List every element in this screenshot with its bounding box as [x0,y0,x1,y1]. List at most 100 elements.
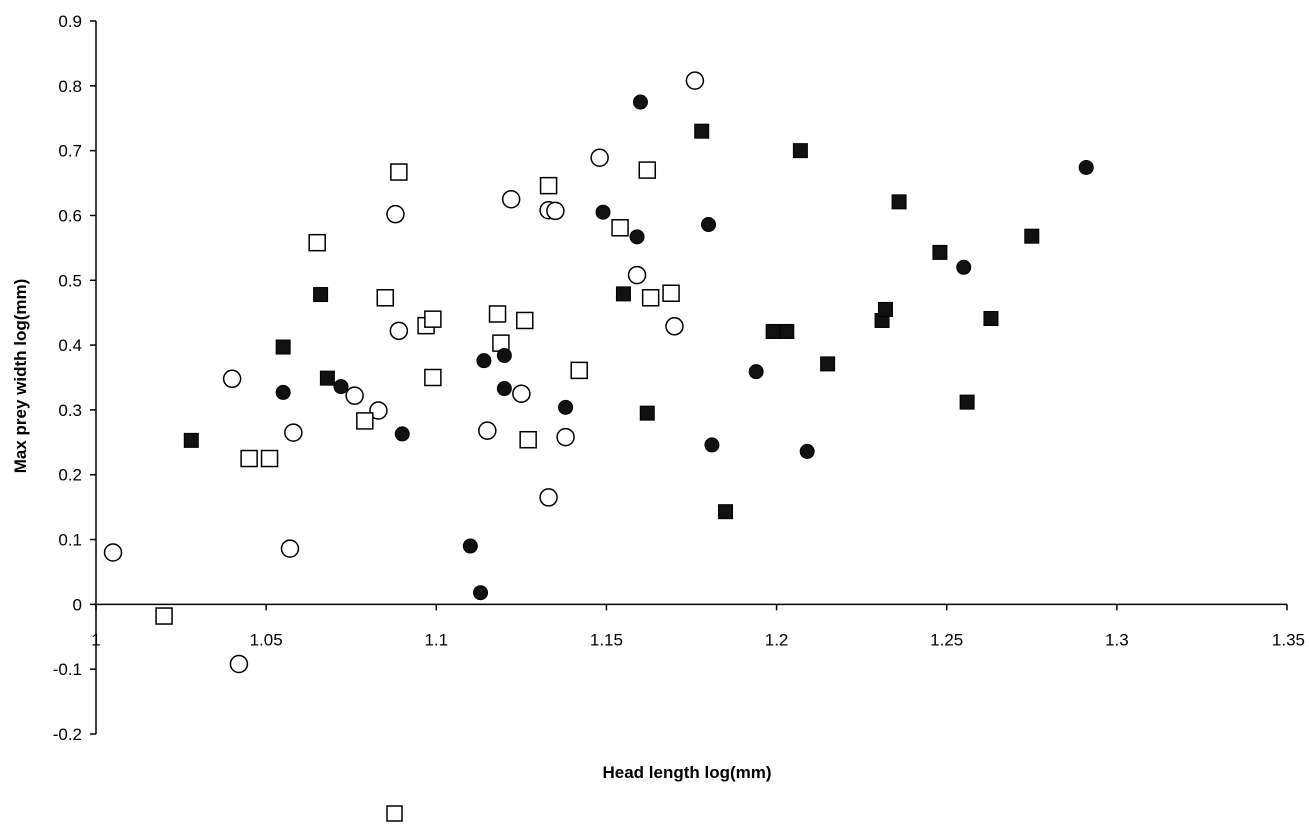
stray-open-square [386,805,403,822]
point-open-square [611,219,629,237]
point-filled-circle [333,379,349,395]
ticks: -0.2 -0.1 0 0.1 0.2 0.3 0.4 0.5 0.6 0.7 0.8 0.9 1 1.0… [53,12,1305,744]
point-open-circle [590,148,609,168]
point-open-circle [369,401,388,420]
y-tick-label: 0.2 [58,466,82,485]
point-open-circle [512,384,531,403]
point-filled-circle [595,204,611,220]
point-filled-square [983,311,999,327]
x-tick-label: 1.05 [250,630,283,649]
point-filled-circle [275,384,291,400]
point-open-circle [501,190,521,209]
y-axis-title: Max prey width log(mm) [11,279,30,474]
point-open-square [424,310,442,328]
point-filled-square [313,287,329,303]
point-filled-circle [799,443,815,459]
point-filled-circle [473,585,489,601]
point-open-circle [627,265,647,285]
point-open-square [424,368,442,387]
point-open-square [155,607,173,625]
point-filled-square [959,394,975,410]
point-filled-circle [394,426,410,442]
point-open-circle [478,421,497,440]
x-tick-label: 1.1 [424,630,448,649]
point-filled-circle [701,217,717,233]
point-filled-square [1024,228,1040,244]
point-filled-square [639,405,655,421]
point-open-square [356,412,374,430]
point-filled-circle [956,259,972,275]
y-tick-label: 0.8 [58,77,82,96]
series-filled-circle [275,94,1094,601]
point-filled-square [891,194,907,210]
point-filled-square [615,286,631,302]
x-tick-label: 1 [91,630,100,649]
series-open-circle [103,71,705,674]
point-filled-square [765,323,781,339]
point-filled-circle [462,538,478,554]
y-tick-label: -0.2 [53,725,82,744]
y-tick-label: 0.6 [58,206,82,225]
point-open-circle [386,204,405,224]
stray-open-square-marker [386,805,403,822]
x-tick-label: 1.25 [930,630,963,649]
point-open-circle [685,71,705,90]
y-tick-label: 0.4 [58,336,82,355]
point-filled-circle [496,381,512,397]
point-open-circle [389,321,409,341]
x-tick-label: 1.2 [765,630,789,649]
point-filled-square [319,370,335,386]
y-tick-label: 0.7 [58,142,82,161]
point-filled-square [694,123,710,139]
point-open-square [240,449,258,468]
series-filled-square [183,123,1040,520]
y-tick-label: 0.5 [58,271,82,290]
point-filled-square [792,143,808,159]
point-filled-circle [629,229,645,245]
point-open-square [519,430,537,449]
point-filled-circle [1078,159,1094,175]
point-open-circle [222,369,242,389]
data-points [103,71,1094,674]
point-open-circle [280,539,300,558]
point-open-square [662,284,680,302]
axes [95,21,1287,734]
point-open-square [376,289,394,307]
point-open-circle [284,423,303,442]
point-open-square [516,311,534,330]
point-filled-circle [558,399,574,415]
x-tick-label: 1.35 [1272,630,1305,649]
point-open-square [390,163,408,181]
point-filled-circle [496,347,512,363]
y-tick-label: 0 [73,595,82,614]
point-open-square [638,161,657,179]
point-filled-circle [476,353,492,369]
point-open-circle [345,386,364,405]
point-filled-square [718,504,734,520]
point-open-circle [546,201,565,221]
point-open-circle [665,317,684,336]
y-tick-label: 0.1 [58,531,82,550]
point-open-square [570,361,588,380]
point-filled-square [820,356,836,372]
point-open-circle [103,543,123,562]
x-axis-title: Head length log(mm) [602,763,771,782]
point-open-square [641,289,660,307]
point-filled-square [275,339,291,355]
point-filled-square [932,244,948,260]
point-open-circle [229,654,249,674]
y-tick-label: 0.9 [58,12,82,31]
point-open-circle [539,488,558,507]
point-open-square [260,449,279,468]
point-filled-circle [632,94,648,110]
point-filled-square [183,432,199,448]
point-open-square [308,233,326,252]
series-open-square [155,161,680,625]
point-filled-circle [748,364,764,380]
point-filled-circle [704,437,720,453]
point-open-square [488,305,507,323]
point-open-circle [556,427,575,447]
point-open-square [539,176,558,195]
x-tick-label: 1.15 [590,630,623,649]
